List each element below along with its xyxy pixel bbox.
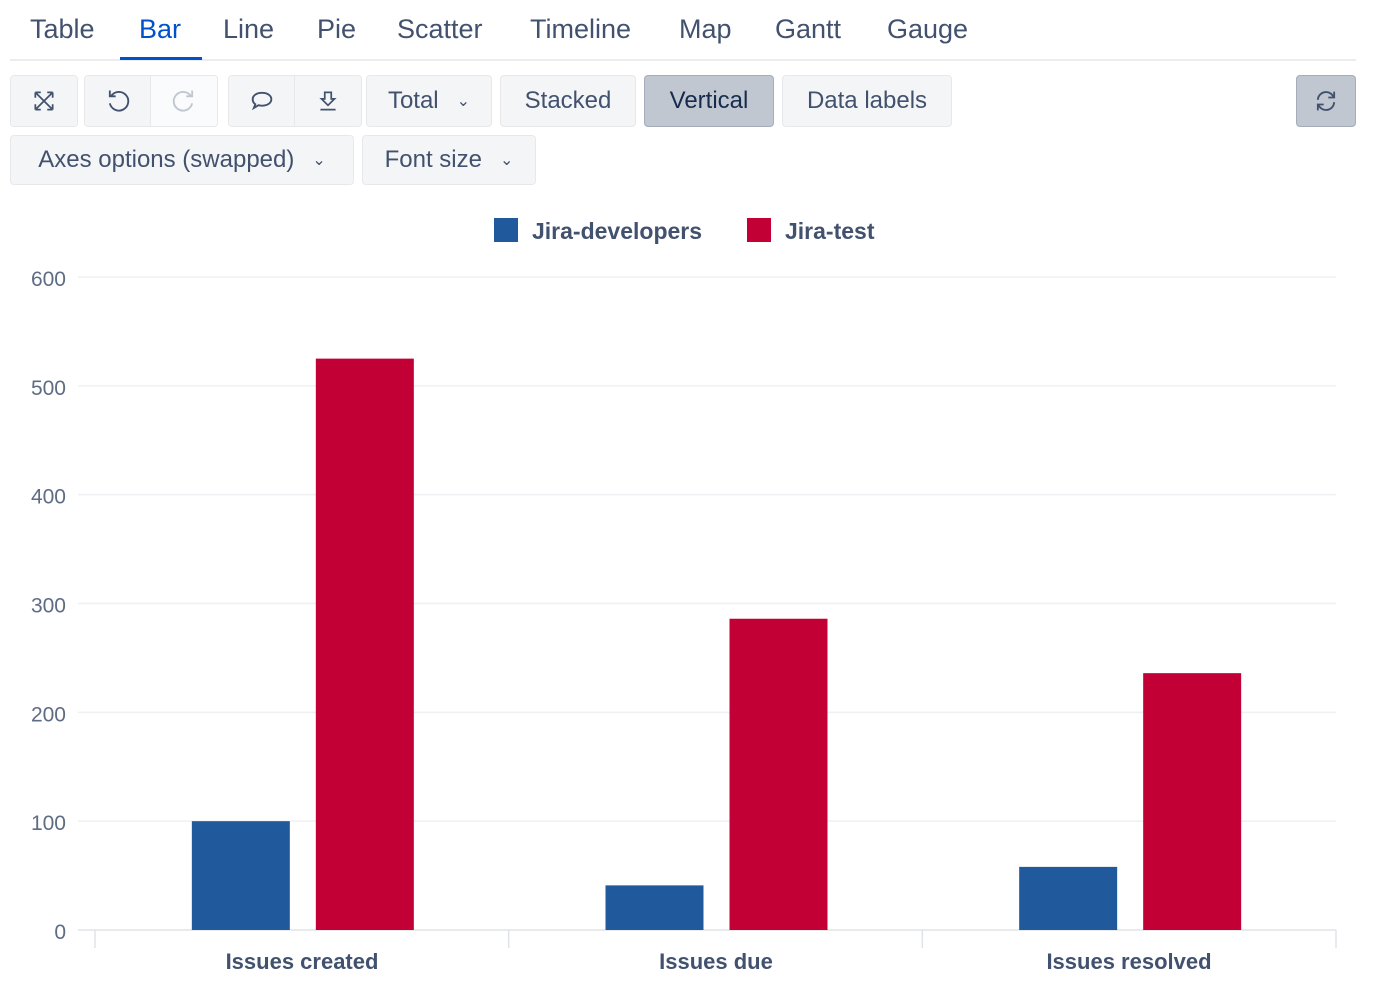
y-tick-label: 100: [31, 812, 66, 835]
chevron-down-icon: ⌄: [456, 93, 471, 110]
tab-bar[interactable]: Bar: [139, 14, 182, 44]
chart-type-tabs: Table Bar Line Pie Scatter Timeline Map …: [10, 0, 1356, 61]
tab-gauge[interactable]: Gauge: [887, 14, 969, 44]
font-size-label: Font size: [384, 146, 482, 173]
legend: Jira-developers Jira-test: [494, 218, 875, 244]
undo-button[interactable]: [85, 76, 151, 126]
share-group: [228, 75, 362, 127]
refresh-icon: [1316, 91, 1336, 111]
legend-label-jira-developers[interactable]: Jira-developers: [532, 218, 702, 244]
bar-jira-test-issues-resolved[interactable]: [1143, 673, 1242, 930]
tab-line[interactable]: Line: [223, 14, 275, 44]
bar-jira-developers-issues-due[interactable]: [605, 885, 704, 930]
tab-timeline[interactable]: Timeline: [530, 14, 632, 44]
expand-button[interactable]: [11, 76, 77, 126]
history-group: [84, 75, 218, 127]
font-size-dropdown[interactable]: Font size ⌄: [362, 135, 536, 185]
fullscreen-group: [10, 75, 78, 127]
y-tick-label: 200: [31, 703, 66, 726]
bar-chart: Jira-developers Jira-test 0 100 200 300 400 5…: [31, 218, 1337, 974]
bar-jira-developers-issues-created[interactable]: [191, 821, 290, 930]
y-tick-label: 0: [54, 921, 66, 944]
tab-scatter[interactable]: Scatter: [397, 14, 483, 44]
y-tick-label: 600: [31, 268, 66, 291]
refresh-button[interactable]: [1296, 75, 1356, 127]
x-label-issues-created: Issues created: [226, 949, 379, 974]
tab-map[interactable]: Map: [679, 14, 732, 44]
x-label-issues-due: Issues due: [659, 949, 773, 974]
chevron-down-icon: ⌄: [499, 152, 514, 169]
tab-table[interactable]: Table: [30, 14, 95, 44]
undo-icon: [108, 90, 129, 112]
download-button[interactable]: [295, 76, 361, 126]
y-tick-label: 500: [31, 377, 66, 400]
legend-label-jira-test[interactable]: Jira-test: [785, 218, 875, 244]
total-dropdown[interactable]: Total ⌄: [366, 75, 492, 127]
bar-jira-developers-issues-resolved[interactable]: [1019, 866, 1118, 930]
vertical-button[interactable]: Vertical: [644, 75, 774, 127]
axes-options-label: Axes options (swapped): [38, 146, 295, 173]
redo-button[interactable]: [151, 76, 217, 126]
comment-icon: [251, 91, 272, 111]
chevron-down-icon: ⌄: [312, 152, 326, 169]
stacked-button[interactable]: Stacked: [500, 75, 636, 127]
data-labels-button[interactable]: Data labels: [782, 75, 952, 127]
active-tab-indicator: [120, 57, 202, 60]
y-tick-label: 400: [31, 486, 66, 509]
legend-swatch-jira-developers: [494, 218, 518, 242]
comment-button[interactable]: [229, 76, 295, 126]
download-icon: [319, 91, 337, 111]
axes-options-dropdown[interactable]: Axes options (swapped) ⌄: [10, 135, 354, 185]
y-tick-label: 300: [31, 595, 66, 618]
legend-swatch-jira-test: [747, 218, 771, 242]
redo-icon: [172, 90, 194, 112]
expand-icon: [34, 91, 54, 111]
bar-jira-test-issues-due[interactable]: [729, 618, 828, 930]
tab-pie[interactable]: Pie: [317, 14, 357, 44]
bar-jira-test-issues-created[interactable]: [315, 358, 414, 930]
x-label-issues-resolved: Issues resolved: [1046, 949, 1211, 974]
total-label: Total: [387, 87, 439, 114]
tab-gantt[interactable]: Gantt: [775, 14, 842, 44]
